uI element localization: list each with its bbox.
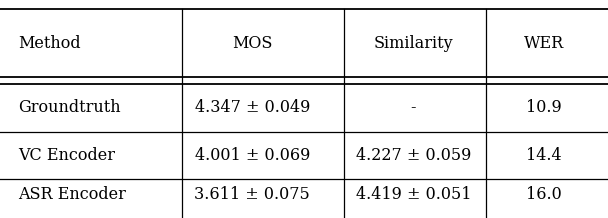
Text: 4.347 ± 0.049: 4.347 ± 0.049 bbox=[195, 99, 310, 116]
Text: Groundtruth: Groundtruth bbox=[18, 99, 121, 116]
Text: 16.0: 16.0 bbox=[527, 186, 562, 203]
Text: WER: WER bbox=[524, 35, 564, 51]
Text: Similarity: Similarity bbox=[374, 35, 453, 51]
Text: 4.001 ± 0.069: 4.001 ± 0.069 bbox=[195, 147, 310, 164]
Text: 3.611 ± 0.075: 3.611 ± 0.075 bbox=[195, 186, 310, 203]
Text: 4.419 ± 0.051: 4.419 ± 0.051 bbox=[356, 186, 471, 203]
Text: MOS: MOS bbox=[232, 35, 272, 51]
Text: VC Encoder: VC Encoder bbox=[18, 147, 116, 164]
Text: 14.4: 14.4 bbox=[527, 147, 562, 164]
Text: 4.227 ± 0.059: 4.227 ± 0.059 bbox=[356, 147, 471, 164]
Text: Method: Method bbox=[18, 35, 81, 51]
Text: ASR Encoder: ASR Encoder bbox=[18, 186, 126, 203]
Text: -: - bbox=[410, 99, 416, 116]
Text: 10.9: 10.9 bbox=[527, 99, 562, 116]
